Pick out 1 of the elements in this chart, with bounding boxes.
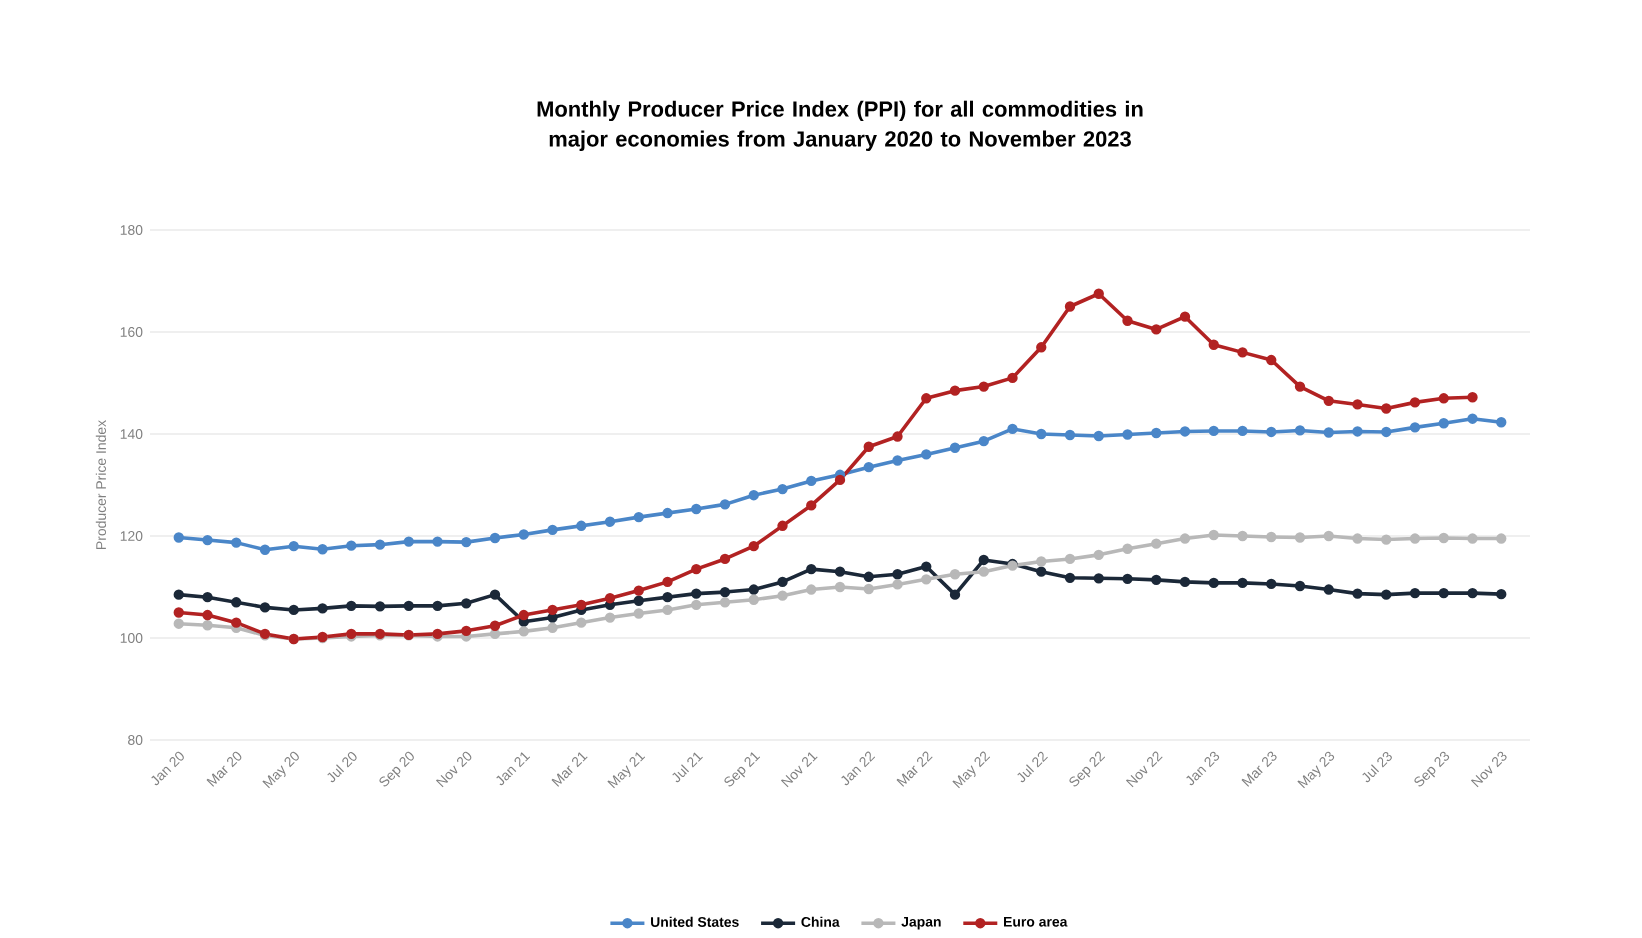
- chart-title: Monthly Producer Price Index (PPI) for all commodities in major economies from January 2020 to November 2023: [537, 100, 1143, 152]
